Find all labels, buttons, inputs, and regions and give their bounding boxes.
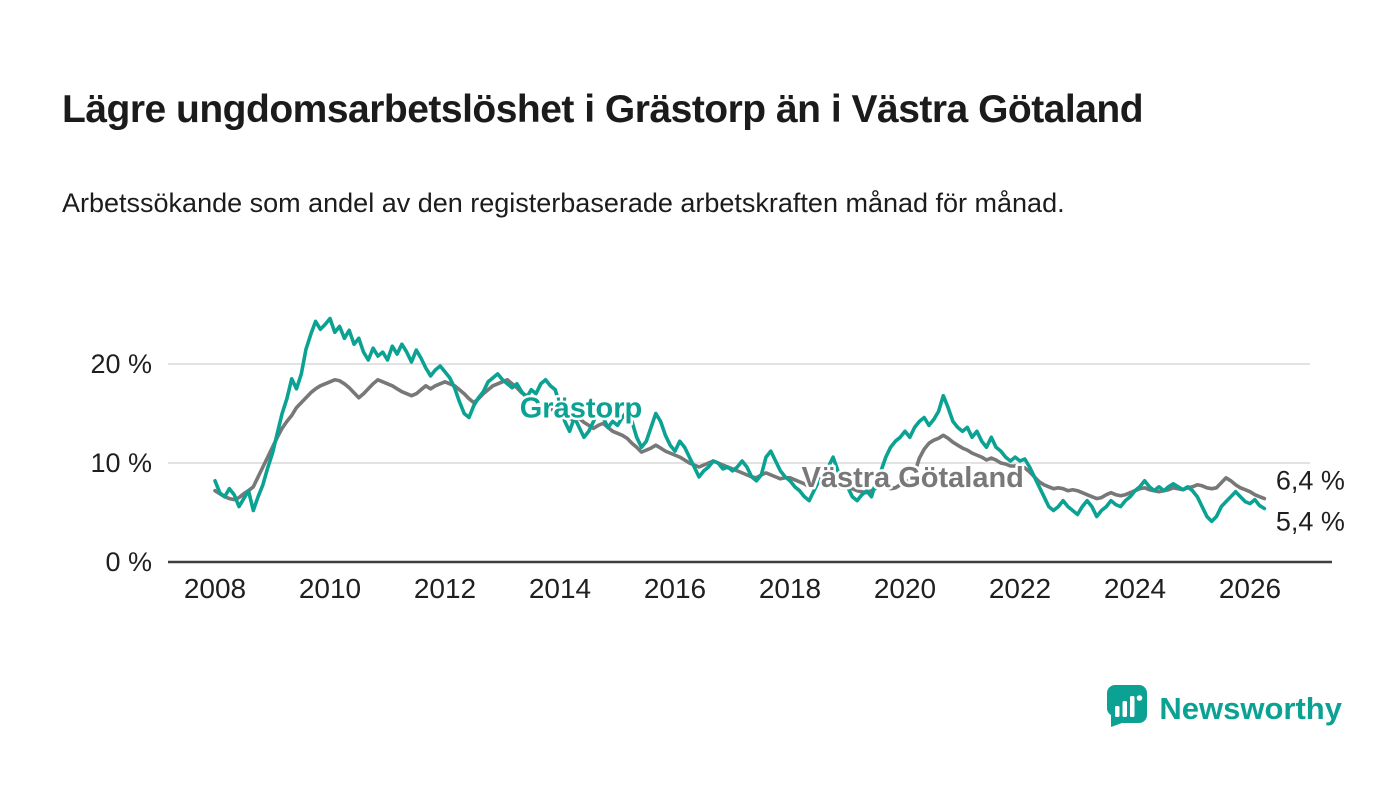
newsworthy-logo-text: Newsworthy <box>1159 690 1342 726</box>
series-label: Grästorp <box>520 392 642 424</box>
series-label: Västra Götaland <box>802 462 1024 494</box>
chart-subtitle: Arbetssökande som andel av den registerb… <box>62 188 1065 218</box>
bar-chart-bubble-icon <box>1106 684 1148 733</box>
x-tick-label: 2010 <box>299 573 361 604</box>
x-tick-label: 2024 <box>1104 573 1166 604</box>
y-tick-label: 20 % <box>90 349 152 379</box>
series-line-v-stra-g-taland <box>213 378 1267 502</box>
newsworthy-branding: Newsworthy <box>1106 684 1342 733</box>
end-value-label: 5,4 % <box>1276 506 1345 536</box>
x-tick-label: 2012 <box>414 573 476 604</box>
x-tick-label: 2022 <box>989 573 1051 604</box>
y-tick-label: 0 % <box>105 547 152 577</box>
page-title: Lägre ungdomsarbetslöshet i Grästorp än … <box>62 88 1144 132</box>
y-tick-label: 10 % <box>90 448 152 478</box>
end-value-label: 6,4 % <box>1276 466 1345 496</box>
x-tick-label: 2016 <box>644 573 706 604</box>
x-tick-label: 2014 <box>529 573 591 604</box>
series-line-gr-storp <box>213 316 1267 524</box>
x-tick-label: 2008 <box>184 573 246 604</box>
chart-svg: 0 % 10 % 20 % 2008 2010 2012 2014 2016 2018 2020 2… <box>90 316 1345 604</box>
x-tick-label: 2026 <box>1219 573 1281 604</box>
unemployment-line-chart: 0 % 10 % 20 % 2008 2010 2012 2014 2016 2018 2020 2… <box>0 260 1400 620</box>
x-tick-label: 2020 <box>874 573 936 604</box>
x-tick-label: 2018 <box>759 573 821 604</box>
